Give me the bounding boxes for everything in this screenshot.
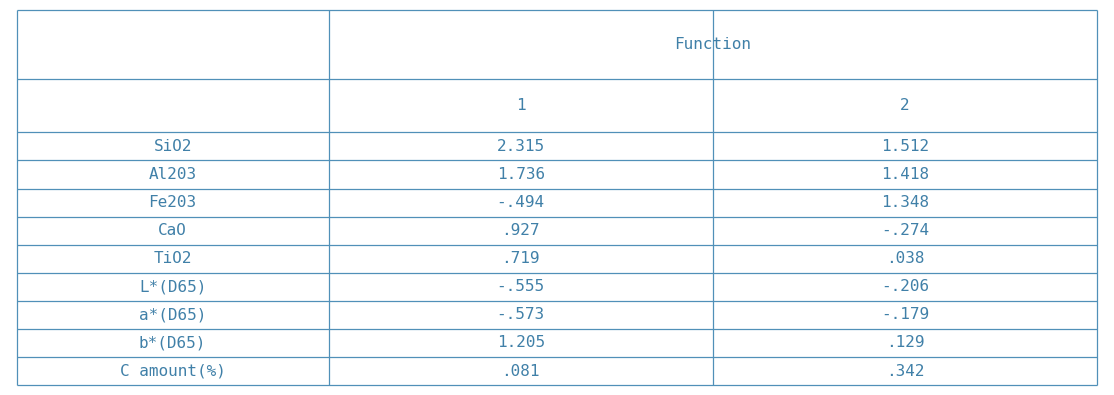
Text: -.555: -.555 [497, 279, 545, 294]
Text: .342: .342 [886, 363, 925, 378]
Text: 1: 1 [516, 98, 526, 113]
Text: 1.348: 1.348 [881, 195, 929, 210]
Text: a*(D65): a*(D65) [139, 307, 206, 322]
Text: -.179: -.179 [881, 307, 929, 322]
Text: L*(D65): L*(D65) [139, 279, 206, 294]
Text: Function: Function [674, 37, 752, 52]
Text: 1.512: 1.512 [881, 139, 929, 154]
Text: -.274: -.274 [881, 223, 929, 238]
Text: C amount(%): C amount(%) [119, 363, 226, 378]
Text: SiO2: SiO2 [154, 139, 192, 154]
Text: .129: .129 [886, 335, 925, 350]
Text: .081: .081 [501, 363, 540, 378]
Text: 2.315: 2.315 [497, 139, 545, 154]
Text: -.494: -.494 [497, 195, 545, 210]
Text: 1.736: 1.736 [497, 167, 545, 182]
Text: 1.205: 1.205 [497, 335, 545, 350]
Text: 2: 2 [900, 98, 910, 113]
Text: 1.418: 1.418 [881, 167, 929, 182]
Text: -.206: -.206 [881, 279, 929, 294]
Text: .927: .927 [501, 223, 540, 238]
Text: Fe203: Fe203 [148, 195, 197, 210]
Text: CaO: CaO [158, 223, 187, 238]
Text: .038: .038 [886, 251, 925, 266]
Text: Al203: Al203 [148, 167, 197, 182]
Text: TiO2: TiO2 [154, 251, 192, 266]
Text: -.573: -.573 [497, 307, 545, 322]
Text: .719: .719 [501, 251, 540, 266]
Text: b*(D65): b*(D65) [139, 335, 206, 350]
